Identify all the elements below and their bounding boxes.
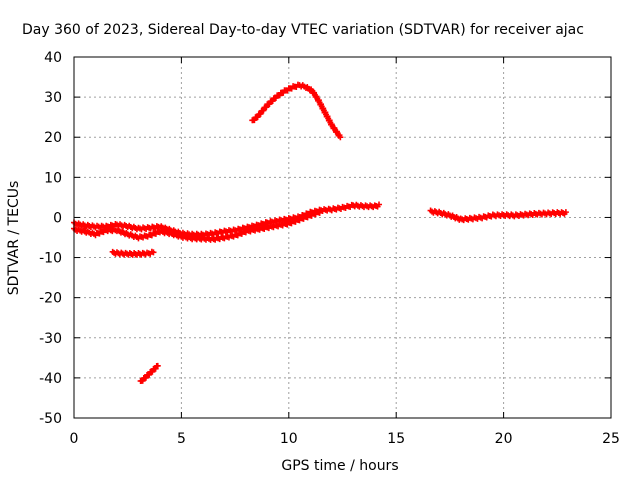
data-point — [257, 110, 264, 117]
data-point — [337, 134, 344, 141]
plot-frame — [73, 56, 612, 419]
data-point — [254, 114, 261, 121]
series-afternoon — [427, 207, 569, 224]
data-point — [150, 249, 157, 256]
x-tick-label: 5 — [177, 431, 186, 447]
x-axis-label: GPS time / hours — [281, 458, 398, 474]
y-tick-label: 20 — [44, 130, 62, 146]
y-tick-label: -40 — [39, 371, 62, 387]
data-point — [318, 207, 325, 214]
y-tick-label: 30 — [44, 90, 62, 106]
y-tick-label: -20 — [39, 291, 62, 307]
y-tick-label: -50 — [39, 411, 62, 427]
y-tick-label: 10 — [44, 170, 62, 186]
axis-ticks: 0 5 10 15 20 25 -50 -40 -30 -20 -10 0 10 20 30 40 — [39, 50, 620, 447]
data-point — [376, 201, 383, 208]
data-point — [562, 209, 569, 216]
x-tick-label: 15 — [387, 431, 405, 447]
chart-title: Day 360 of 2023, Sidereal Day-to-day VTE… — [22, 22, 584, 38]
data-points — [71, 81, 569, 384]
data-point — [263, 104, 270, 111]
x-tick-label: 25 — [602, 431, 620, 447]
y-axis-label: SDTVAR / TECUs — [6, 181, 22, 296]
series-arc-peak — [249, 81, 344, 141]
series-main-lower — [71, 207, 325, 243]
y-tick-label: 0 — [53, 210, 62, 226]
series-segment-minus40 — [137, 362, 161, 384]
y-tick-label: -30 — [39, 331, 62, 347]
data-point — [154, 362, 161, 369]
x-tick-label: 20 — [495, 431, 513, 447]
series-segment-minus9 — [109, 248, 157, 258]
grid — [74, 57, 611, 418]
x-tick-label: 0 — [70, 431, 79, 447]
y-tick-label: 40 — [44, 50, 62, 66]
y-tick-label: -10 — [39, 251, 62, 267]
x-tick-label: 10 — [280, 431, 298, 447]
data-point — [260, 107, 267, 114]
